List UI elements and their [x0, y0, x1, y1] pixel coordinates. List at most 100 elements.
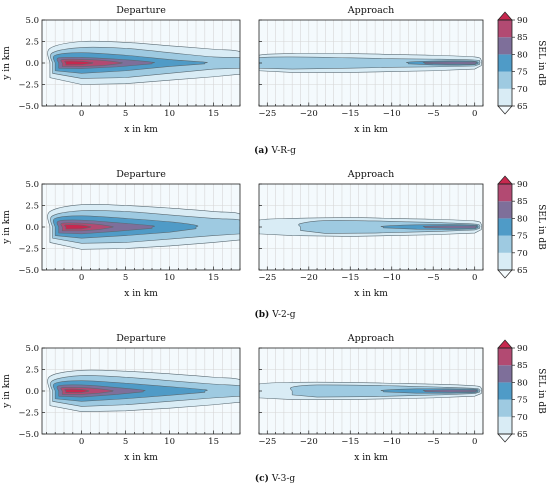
- approach-xtick-label-c: −10: [383, 437, 401, 447]
- colorbar-segment-80-c: [498, 365, 512, 383]
- departure-xlabel-a: x in km: [124, 125, 158, 135]
- caption-tag-b: (b): [254, 309, 269, 320]
- departure-ytick-label-c: 2.5: [25, 366, 39, 376]
- departure-xtick-label-c: 15: [208, 437, 219, 447]
- departure-ytick-label-a: 0.0: [25, 59, 39, 69]
- approach-xtick-label-c: −25: [258, 437, 276, 447]
- colorbar-tick-label-b: 65: [517, 266, 528, 276]
- approach-xtick-label-b: −20: [300, 273, 318, 283]
- approach-xtick-label-a: 0: [472, 109, 477, 119]
- colorbar-extend-top-a: [497, 11, 513, 21]
- departure-ylabel-b: y in km: [2, 210, 12, 245]
- figure-b: Departure Approach 0 5 10 15 −5.0 −2.5 0.0 2.5 5…: [2, 169, 546, 320]
- approach-xtick-label-b: 0: [472, 273, 477, 283]
- colorbar-tick-label-c: 75: [517, 396, 528, 406]
- departure-ytick-label-c: −2.5: [18, 409, 39, 419]
- departure-contour-90-b: [64, 224, 92, 230]
- approach-xtick-label-a: −15: [341, 109, 359, 119]
- approach-xtick-label-b: −15: [341, 273, 359, 283]
- departure-ytick-label-a: 5.0: [25, 16, 39, 26]
- colorbar-a: 65 70 75 80 85 90 SEL in dB: [497, 11, 546, 115]
- colorbar-segment-85-b: [498, 184, 512, 202]
- departure-ytick-label-b: 5.0: [25, 180, 39, 190]
- departure-ytick-label-a: −5.0: [18, 102, 39, 112]
- colorbar-segment-65-b: [498, 252, 512, 270]
- colorbar-segment-75-b: [498, 218, 512, 236]
- colorbar-tick-label-b: 80: [517, 214, 528, 224]
- colorbar-label-a: SEL in dB: [536, 40, 546, 86]
- colorbar-c: 65 70 75 80 85 90 SEL in dB: [497, 339, 546, 443]
- departure-xtick-label-a: 15: [208, 109, 219, 119]
- colorbar-segment-65-c: [498, 416, 512, 434]
- departure-xtick-label-c: 10: [164, 437, 175, 447]
- approach-xlabel-c: x in km: [354, 453, 388, 463]
- approach-xlabel-a: x in km: [354, 125, 388, 135]
- departure-ytick-label-a: −2.5: [18, 81, 39, 91]
- colorbar-extend-top-c: [497, 339, 513, 349]
- departure-contour-plot-a: [42, 20, 240, 106]
- departure-ytick-label-c: 0.0: [25, 387, 39, 397]
- approach-contour-plot-c: [259, 348, 483, 434]
- colorbar-tick-label-c: 85: [517, 361, 528, 371]
- approach-axes-b: −25 −20 −15 −10 −5 0: [258, 183, 484, 283]
- approach-axes-c: −25 −20 −15 −10 −5 0: [258, 347, 484, 447]
- caption-b: (b) V-2-g: [254, 309, 295, 320]
- colorbar-tick-label-a: 90: [517, 16, 528, 26]
- approach-xtick-label-c: −5: [427, 437, 440, 447]
- approach-xtick-label-b: −25: [258, 273, 276, 283]
- colorbar-segment-80-b: [498, 201, 512, 219]
- departure-xtick-label-c: 0: [79, 437, 84, 447]
- caption-a: (a) V-R-g: [254, 145, 296, 156]
- departure-axes-c: 0 5 10 15 −5.0 −2.5 0.0 2.5 5.0: [18, 344, 241, 447]
- departure-xlabel-c: x in km: [124, 453, 158, 463]
- colorbar-tick-label-c: 90: [517, 344, 528, 354]
- approach-contour-80-a: [422, 61, 478, 65]
- colorbar-label-c: SEL in dB: [536, 368, 546, 414]
- colorbar-segment-70-a: [498, 71, 512, 89]
- colorbar-tick-label-a: 80: [517, 50, 528, 60]
- colorbar-frame-a: [497, 19, 513, 107]
- departure-title-a: Departure: [116, 5, 166, 16]
- approach-title-c: Approach: [347, 333, 394, 344]
- colorbar-tick-label-a: 65: [517, 102, 528, 112]
- departure-xtick-label-b: 10: [164, 273, 175, 283]
- colorbar-segment-70-b: [498, 235, 512, 253]
- colorbar-tick-label-b: 85: [517, 197, 528, 207]
- caption-text-b: V-2-g: [271, 310, 295, 320]
- departure-ytick-label-a: 2.5: [25, 38, 39, 48]
- approach-title-b: Approach: [347, 169, 394, 180]
- colorbar-tick-label-a: 85: [517, 33, 528, 43]
- colorbar-tick-label-a: 70: [517, 85, 528, 95]
- colorbar-segment-75-a: [498, 54, 512, 72]
- departure-ylabel-c: y in km: [2, 374, 12, 409]
- colorbar-segment-85-a: [498, 20, 512, 38]
- caption-c: (c) V-3-g: [255, 473, 295, 484]
- figure-a: Departure Approach 0 5 10 15 −5.0 −2.5 0.0 2.5 5…: [2, 5, 546, 156]
- colorbar-segment-75-c: [498, 382, 512, 400]
- departure-title-c: Departure: [116, 333, 166, 344]
- approach-xtick-label-b: −10: [383, 273, 401, 283]
- departure-ytick-label-b: 0.0: [25, 223, 39, 233]
- departure-axes-a: 0 5 10 15 −5.0 −2.5 0.0 2.5 5.0: [18, 16, 241, 119]
- approach-contour-80-c: [422, 389, 478, 393]
- colorbar-label-b: SEL in dB: [536, 204, 546, 250]
- colorbar-b: 65 70 75 80 85 90 SEL in dB: [497, 175, 546, 279]
- departure-ytick-label-c: −5.0: [18, 430, 39, 440]
- departure-xtick-label-a: 0: [79, 109, 84, 119]
- colorbar-tick-label-b: 90: [517, 180, 528, 190]
- approach-xtick-label-c: −20: [300, 437, 318, 447]
- approach-contour-plot-a: [259, 20, 483, 106]
- caption-text-c: V-3-g: [271, 474, 295, 484]
- departure-xtick-label-b: 15: [208, 273, 219, 283]
- departure-contour-plot-c: [42, 348, 240, 434]
- colorbar-segment-65-a: [498, 88, 512, 106]
- approach-xtick-label-a: −5: [427, 109, 440, 119]
- approach-axes-a: −25 −20 −15 −10 −5 0: [258, 19, 484, 119]
- caption-tag-a: (a): [254, 145, 268, 156]
- approach-xlabel-b: x in km: [354, 289, 388, 299]
- departure-ytick-label-c: 5.0: [25, 344, 39, 354]
- departure-axes-b: 0 5 10 15 −5.0 −2.5 0.0 2.5 5.0: [18, 180, 241, 283]
- departure-contour-90-c: [64, 388, 90, 394]
- colorbar-frame-b: [497, 183, 513, 271]
